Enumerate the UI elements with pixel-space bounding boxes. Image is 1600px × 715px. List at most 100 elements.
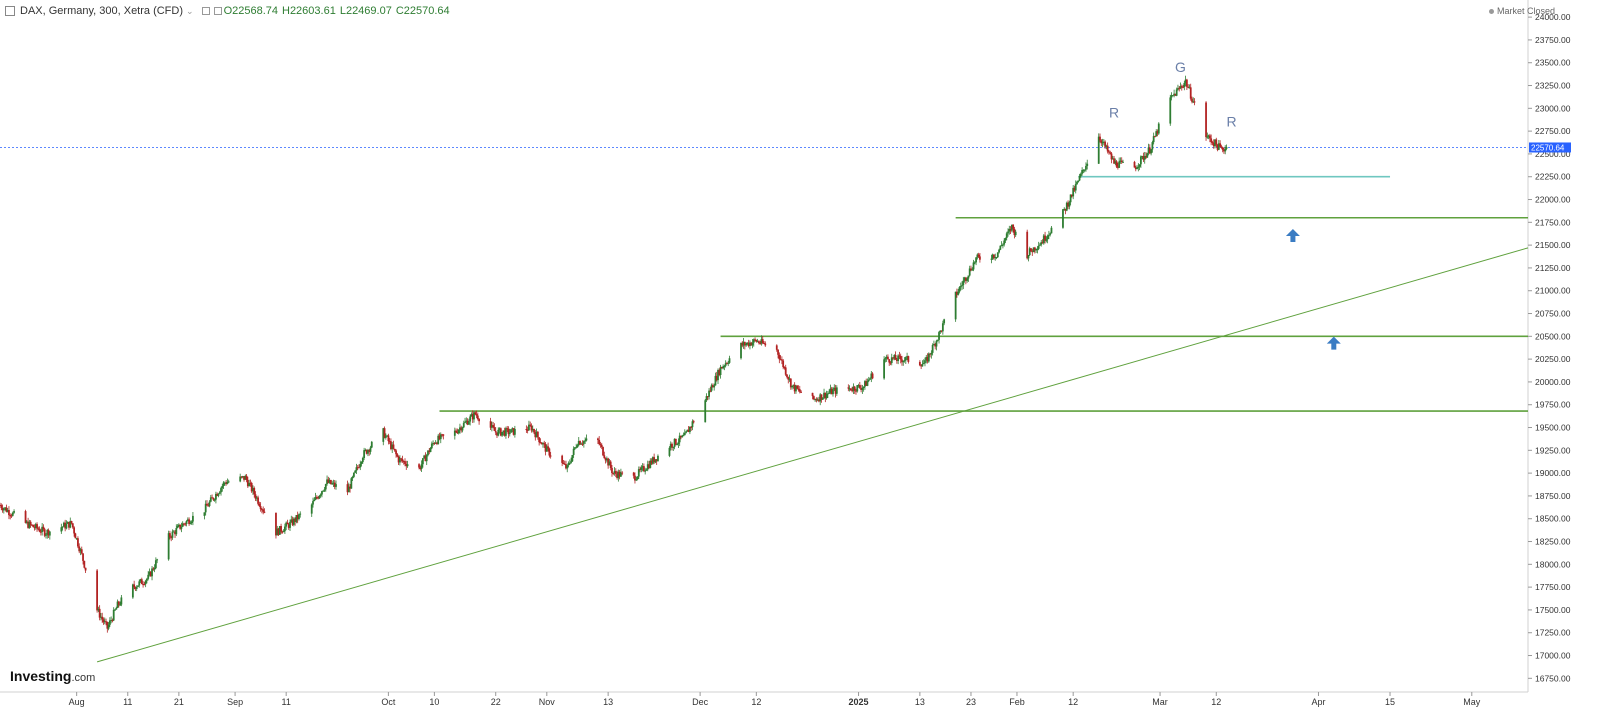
- candle-body: [222, 482, 225, 486]
- candle-body: [365, 449, 368, 454]
- y-tick-label: 24000.00: [1535, 12, 1571, 22]
- candle-body: [681, 435, 684, 438]
- candle-body: [760, 339, 763, 344]
- candle-body: [172, 531, 175, 533]
- candle-body: [1207, 135, 1210, 137]
- candle-body: [45, 534, 47, 536]
- candle-body: [860, 387, 862, 390]
- candle-body: [83, 560, 86, 568]
- candle-body: [775, 345, 778, 350]
- candle-body: [800, 391, 802, 393]
- candle-body: [418, 464, 420, 468]
- x-tick-label: Oct: [381, 697, 396, 707]
- candle-body: [602, 447, 604, 456]
- candle-body: [428, 450, 431, 453]
- candle-body: [249, 482, 252, 484]
- candle-body: [669, 443, 672, 448]
- candle-body: [289, 521, 291, 528]
- candle-body: [620, 472, 622, 477]
- candle-body: [561, 455, 564, 463]
- x-tick-label: 13: [603, 697, 613, 707]
- candle-body: [643, 466, 645, 472]
- candle-body: [717, 370, 719, 381]
- candle-body: [1217, 143, 1220, 150]
- candle-body: [756, 341, 759, 343]
- candle-body: [206, 503, 208, 506]
- candle-body: [936, 339, 939, 341]
- candle-body: [1173, 93, 1176, 96]
- chevron-down-icon[interactable]: ⌄: [186, 5, 194, 16]
- candle-body: [398, 458, 401, 463]
- candle-body: [43, 529, 46, 536]
- candle-body: [991, 254, 994, 259]
- candle-body: [275, 512, 277, 536]
- indicator-toggle-icon[interactable]: [213, 7, 222, 15]
- candle-body: [939, 330, 942, 333]
- candle-body: [826, 393, 829, 395]
- candle-body: [332, 482, 335, 484]
- candle-body: [816, 399, 819, 401]
- candle-body: [441, 434, 443, 436]
- candle-body: [1099, 136, 1101, 141]
- ohlc-toggle-icon[interactable]: [201, 7, 210, 15]
- x-tick-label: 23: [966, 697, 976, 707]
- y-tick-label: 22500.00: [1535, 149, 1571, 159]
- candle-body: [918, 361, 921, 366]
- candle-body: [885, 356, 888, 359]
- candle-body: [322, 490, 325, 492]
- candle-body: [540, 442, 543, 445]
- candle-body: [384, 435, 387, 438]
- candle-body: [318, 495, 321, 499]
- candle-body: [579, 441, 581, 445]
- candle-body: [943, 319, 946, 324]
- candle-body: [576, 445, 579, 448]
- candle-body: [1115, 161, 1118, 167]
- candle-body: [1049, 233, 1052, 235]
- candle-body: [855, 390, 857, 392]
- candle-body: [327, 479, 330, 483]
- candle-body: [722, 366, 725, 369]
- candle-body: [361, 457, 364, 463]
- candle-body: [650, 460, 653, 464]
- candle-body: [286, 522, 289, 525]
- candle-body: [333, 482, 336, 487]
- candle-body: [108, 620, 111, 625]
- candle-body: [959, 286, 962, 288]
- candle-body: [386, 435, 389, 437]
- candle-body: [473, 412, 475, 420]
- candle-body: [1111, 158, 1114, 160]
- candle-body: [1157, 123, 1160, 134]
- candle-body: [501, 431, 503, 436]
- candle-body: [887, 356, 889, 360]
- candle-body: [922, 363, 925, 365]
- candle-body: [898, 355, 901, 357]
- candle-body: [529, 424, 532, 426]
- logo-suffix: .com: [71, 672, 96, 684]
- candle-body: [511, 428, 514, 430]
- candle-body: [820, 394, 823, 400]
- candle-body: [369, 447, 372, 452]
- candle-body: [253, 488, 256, 495]
- candle-body: [577, 441, 580, 446]
- candle-body: [1044, 235, 1046, 241]
- candle-body: [100, 616, 102, 618]
- candle-body: [427, 450, 429, 456]
- candle-body: [1109, 152, 1112, 154]
- candle-body: [904, 357, 907, 361]
- candle-body: [146, 578, 148, 581]
- candle-body: [38, 529, 41, 532]
- candle-body: [1137, 166, 1140, 168]
- candle-body: [331, 483, 334, 485]
- candle-body: [396, 454, 399, 457]
- candle-body: [470, 414, 473, 417]
- candle-body: [528, 424, 530, 431]
- candle-body: [10, 515, 13, 517]
- candle-body: [653, 457, 656, 463]
- low-value: L22469.07: [339, 5, 392, 17]
- candle-body: [994, 257, 997, 259]
- candle-body: [368, 450, 371, 452]
- candle-body: [1174, 93, 1177, 96]
- candle-body: [921, 364, 924, 367]
- chart-menu-icon[interactable]: [5, 6, 15, 16]
- candle-body: [608, 461, 611, 466]
